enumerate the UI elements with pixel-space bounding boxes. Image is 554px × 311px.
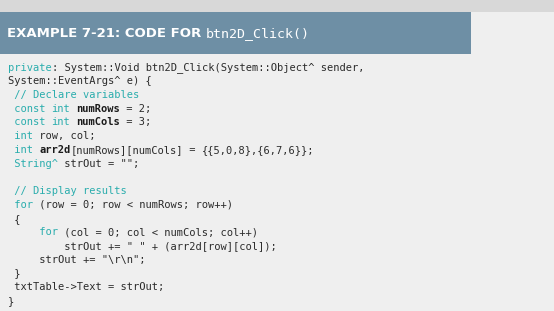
Text: btn2D_Click(): btn2D_Click() — [206, 27, 310, 40]
Text: int: int — [52, 118, 70, 128]
Text: numCols: numCols — [76, 118, 120, 128]
Text: arr2d: arr2d — [39, 145, 70, 155]
Text: int: int — [8, 145, 33, 155]
FancyBboxPatch shape — [0, 12, 471, 54]
Text: System::EventArgs^ e) {: System::EventArgs^ e) { — [8, 76, 151, 86]
Text: const: const — [8, 118, 45, 128]
Text: (col = 0; col < numCols; col++): (col = 0; col < numCols; col++) — [58, 227, 258, 237]
Text: int: int — [52, 104, 70, 114]
Text: }: } — [8, 296, 14, 306]
Text: strOut = "";: strOut = ""; — [58, 159, 139, 169]
Text: private: private — [8, 63, 52, 72]
Text: String^: String^ — [8, 159, 58, 169]
Text: = 2;: = 2; — [120, 104, 151, 114]
Text: numRows: numRows — [76, 104, 120, 114]
Text: strOut += "\r\n";: strOut += "\r\n"; — [8, 255, 145, 265]
Text: const: const — [8, 104, 45, 114]
Text: row, col;: row, col; — [33, 131, 95, 141]
Text: : System::Void btn2D_Click(System::Object^ sender,: : System::Void btn2D_Click(System::Objec… — [52, 62, 364, 73]
Text: {: { — [8, 214, 20, 224]
Text: for: for — [8, 227, 58, 237]
Text: (row = 0; row < numRows; row++): (row = 0; row < numRows; row++) — [33, 200, 233, 210]
FancyBboxPatch shape — [0, 12, 554, 311]
Text: {{5,0,8},{6,7,6}};: {{5,0,8},{6,7,6}}; — [202, 145, 314, 155]
Text: =: = — [183, 145, 202, 155]
Text: // Display results: // Display results — [8, 186, 126, 196]
Text: = 3;: = 3; — [120, 118, 151, 128]
Text: EXAMPLE 7-21: CODE FOR: EXAMPLE 7-21: CODE FOR — [7, 27, 206, 40]
Text: for: for — [8, 200, 33, 210]
Text: [numRows][numCols]: [numRows][numCols] — [70, 145, 183, 155]
Text: int: int — [8, 131, 33, 141]
Text: // Declare variables: // Declare variables — [8, 90, 139, 100]
FancyBboxPatch shape — [0, 0, 554, 12]
Text: strOut += " " + (arr2d[row][col]);: strOut += " " + (arr2d[row][col]); — [8, 241, 276, 251]
Text: }: } — [8, 269, 20, 279]
Text: txtTable->Text = strOut;: txtTable->Text = strOut; — [8, 282, 164, 292]
